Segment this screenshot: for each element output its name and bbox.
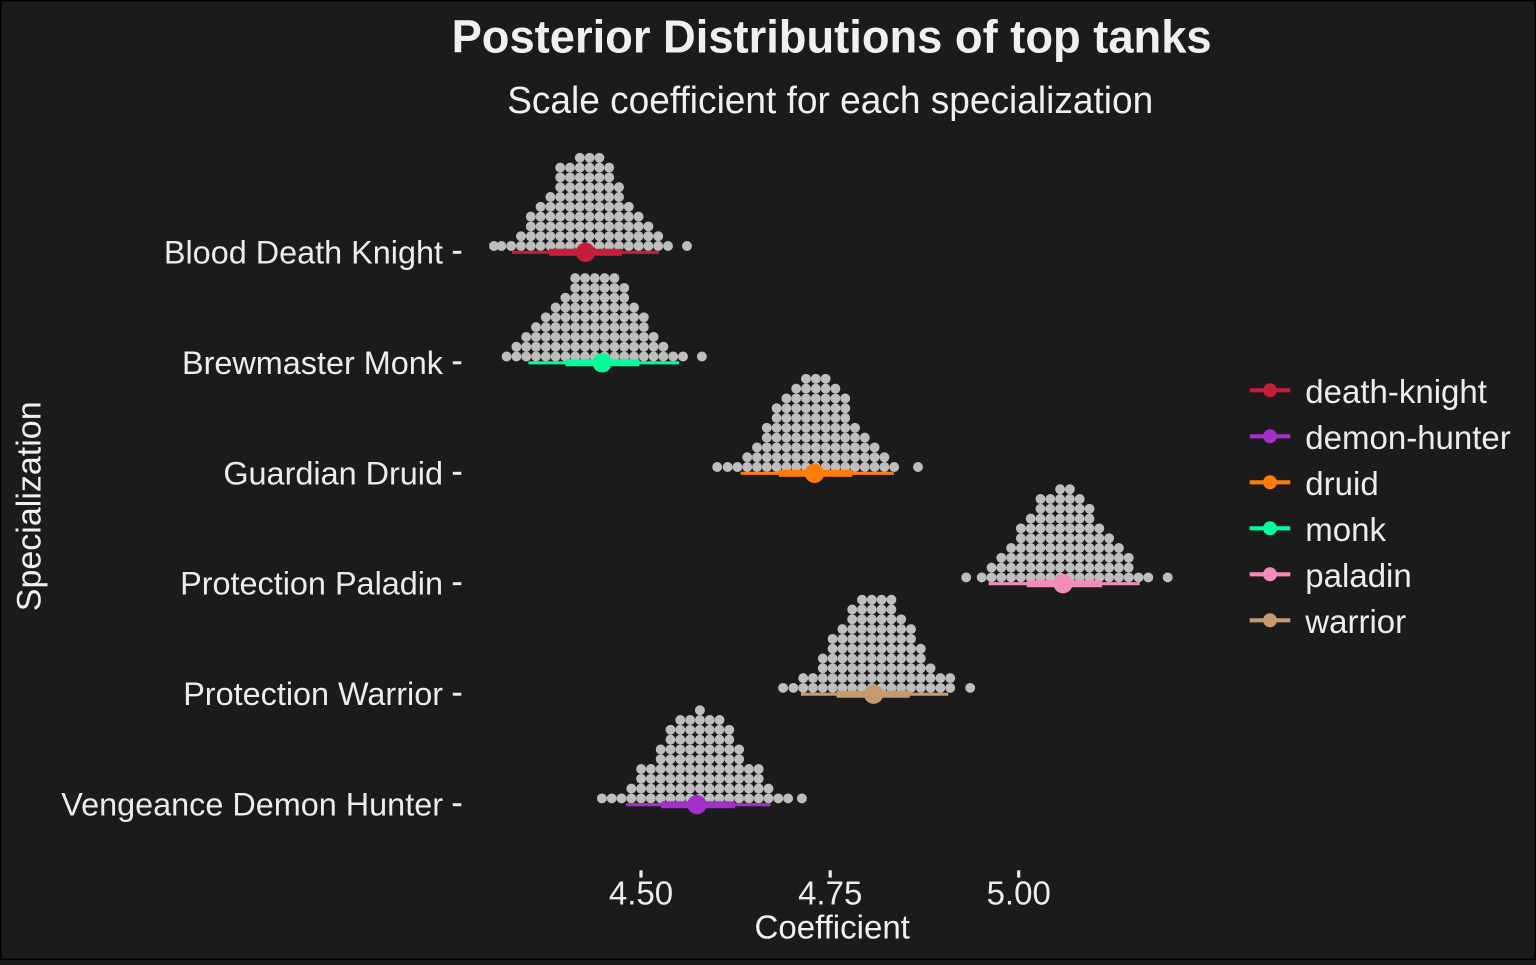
svg-text:Brewmaster Monk: Brewmaster Monk [182,345,444,381]
svg-text:Vengeance Demon Hunter: Vengeance Demon Hunter [61,787,443,823]
svg-text:4.50: 4.50 [609,874,673,911]
svg-text:Posterior Distributions of top: Posterior Distributions of top tanks [452,11,1212,63]
svg-text:4.75: 4.75 [798,874,862,911]
svg-text:warrior: warrior [1304,603,1406,640]
svg-text:Guardian Druid: Guardian Druid [223,455,443,491]
svg-text:Protection Warrior: Protection Warrior [183,676,443,712]
svg-text:druid: druid [1305,465,1378,502]
svg-text:demon-hunter: demon-hunter [1305,419,1510,456]
svg-text:Blood Death Knight: Blood Death Knight [164,234,443,270]
svg-text:Scale coefficient for each spe: Scale coefficient for each specializatio… [507,80,1153,122]
svg-text:5.00: 5.00 [987,874,1051,911]
svg-text:monk: monk [1305,511,1386,548]
svg-text:Protection Paladin: Protection Paladin [180,566,443,602]
svg-text:death-knight: death-knight [1305,373,1487,410]
svg-text:Specialization: Specialization [11,401,49,611]
svg-text:Coefficient: Coefficient [755,909,910,946]
svg-text:paladin: paladin [1305,557,1411,594]
